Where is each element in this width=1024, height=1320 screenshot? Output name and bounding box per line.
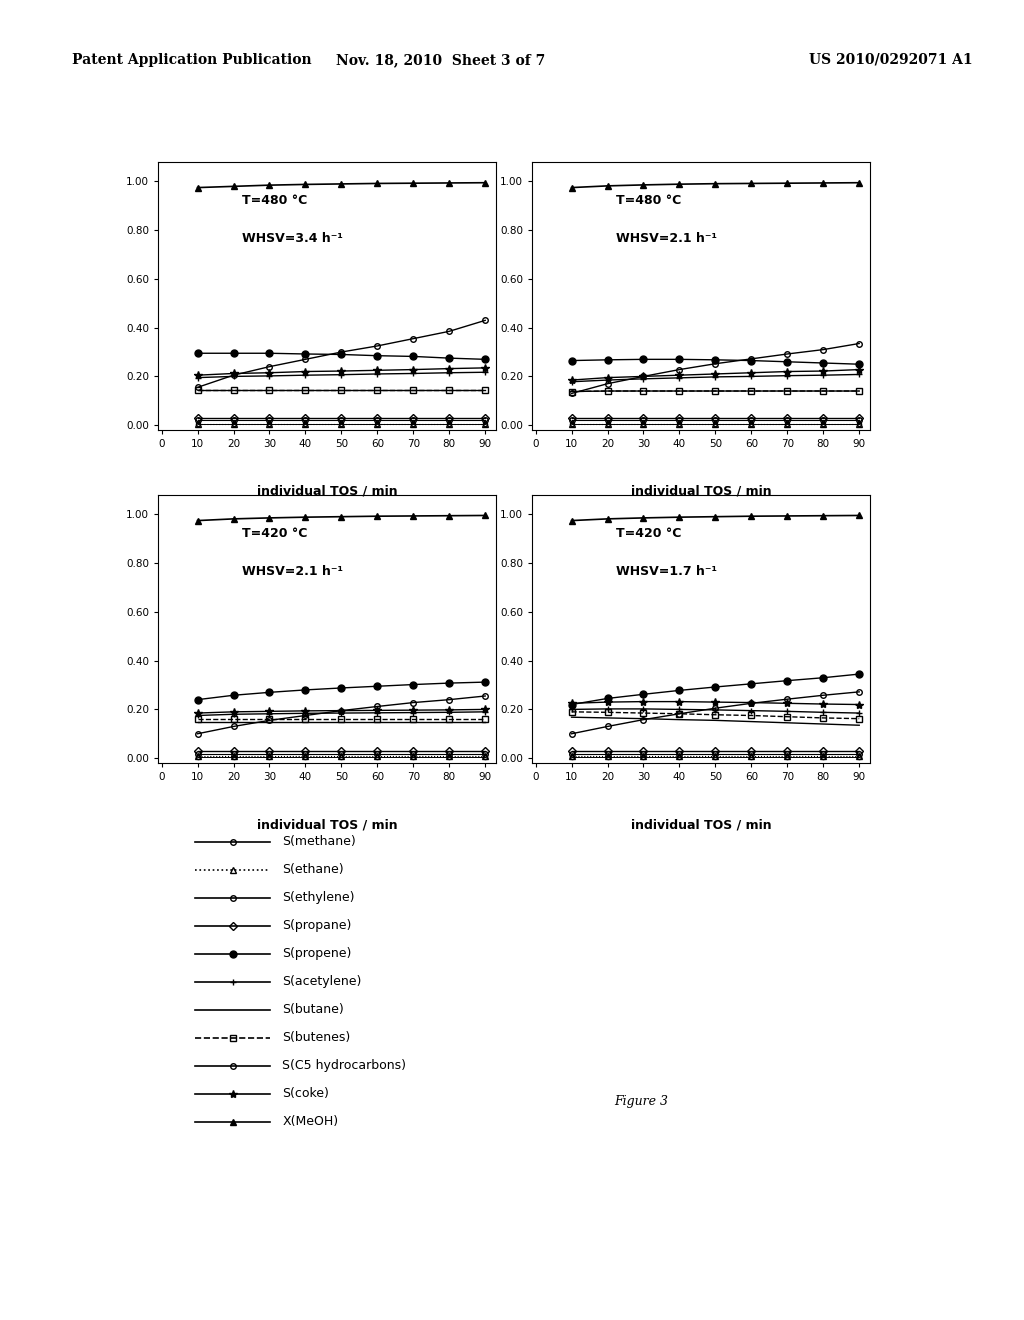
Text: T=420 °C: T=420 °C	[243, 527, 308, 540]
Text: T=480 °C: T=480 °C	[616, 194, 682, 207]
Text: S(C5 hydrocarbons): S(C5 hydrocarbons)	[283, 1060, 407, 1072]
Text: Nov. 18, 2010  Sheet 3 of 7: Nov. 18, 2010 Sheet 3 of 7	[336, 53, 545, 67]
Text: T=420 °C: T=420 °C	[616, 527, 682, 540]
Text: S(propene): S(propene)	[283, 948, 351, 961]
Text: individual TOS / min: individual TOS / min	[631, 484, 771, 498]
Text: US 2010/0292071 A1: US 2010/0292071 A1	[809, 53, 973, 67]
Text: S(butenes): S(butenes)	[283, 1031, 350, 1044]
Text: X(MeOH): X(MeOH)	[283, 1115, 338, 1129]
Text: Patent Application Publication: Patent Application Publication	[72, 53, 311, 67]
Text: individual TOS / min: individual TOS / min	[257, 484, 397, 498]
Text: WHSV=2.1 h⁻¹: WHSV=2.1 h⁻¹	[616, 232, 718, 244]
Text: S(butane): S(butane)	[283, 1003, 344, 1016]
Text: S(propane): S(propane)	[283, 920, 351, 932]
Text: S(ethylene): S(ethylene)	[283, 891, 354, 904]
Text: S(coke): S(coke)	[283, 1088, 329, 1101]
Text: S(ethane): S(ethane)	[283, 863, 344, 876]
Text: Figure 3: Figure 3	[614, 1096, 669, 1107]
Text: S(acetylene): S(acetylene)	[283, 975, 361, 989]
Text: S(methane): S(methane)	[283, 836, 356, 849]
Text: T=480 °C: T=480 °C	[243, 194, 308, 207]
Text: WHSV=2.1 h⁻¹: WHSV=2.1 h⁻¹	[243, 565, 343, 578]
Text: individual TOS / min: individual TOS / min	[631, 818, 771, 832]
Text: individual TOS / min: individual TOS / min	[257, 818, 397, 832]
Text: WHSV=1.7 h⁻¹: WHSV=1.7 h⁻¹	[616, 565, 718, 578]
Text: WHSV=3.4 h⁻¹: WHSV=3.4 h⁻¹	[243, 232, 343, 244]
